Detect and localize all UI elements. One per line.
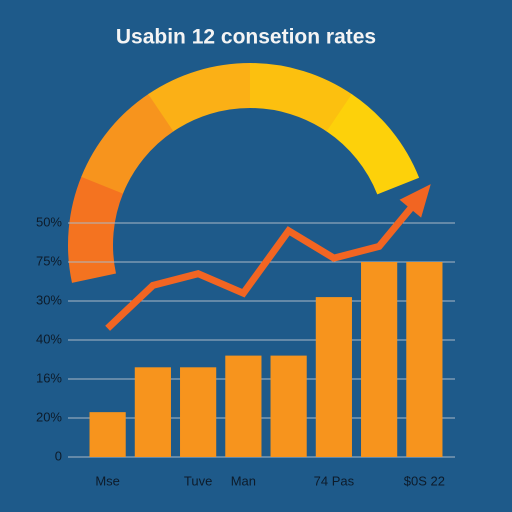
bar: [89, 412, 126, 457]
y-tick-label: 75%: [36, 253, 62, 268]
y-tick-label: 16%: [36, 370, 62, 385]
bar: [270, 355, 307, 457]
gauge-segment: [148, 63, 251, 132]
gauge-segment: [68, 175, 124, 283]
bar: [315, 297, 352, 457]
gauge-segment: [250, 63, 353, 132]
x-tick-label: Man: [231, 473, 256, 488]
gauge-segment: [326, 94, 420, 195]
y-tick-label: 20%: [36, 409, 62, 424]
bar: [406, 262, 443, 457]
bar: [134, 367, 171, 457]
bar: [361, 262, 398, 457]
y-tick-label: 50%: [36, 214, 62, 229]
bar: [180, 367, 217, 457]
y-tick-label: 30%: [36, 292, 62, 307]
x-tick-label: Tuve: [184, 473, 212, 488]
line: [105, 189, 428, 331]
gauge: [68, 63, 420, 283]
arrow-head: [399, 184, 431, 218]
chart-title: Usabin 12 consetion rates: [116, 26, 376, 49]
x-tick-label: Mse: [95, 473, 120, 488]
x-tick-label: $0S 22: [404, 473, 445, 488]
gauge-segment: [81, 93, 174, 194]
x-tick-label: 74 Pas: [314, 473, 355, 488]
bar: [225, 355, 262, 457]
y-tick-label: 0: [55, 448, 62, 463]
y-tick-label: 40%: [36, 331, 62, 346]
